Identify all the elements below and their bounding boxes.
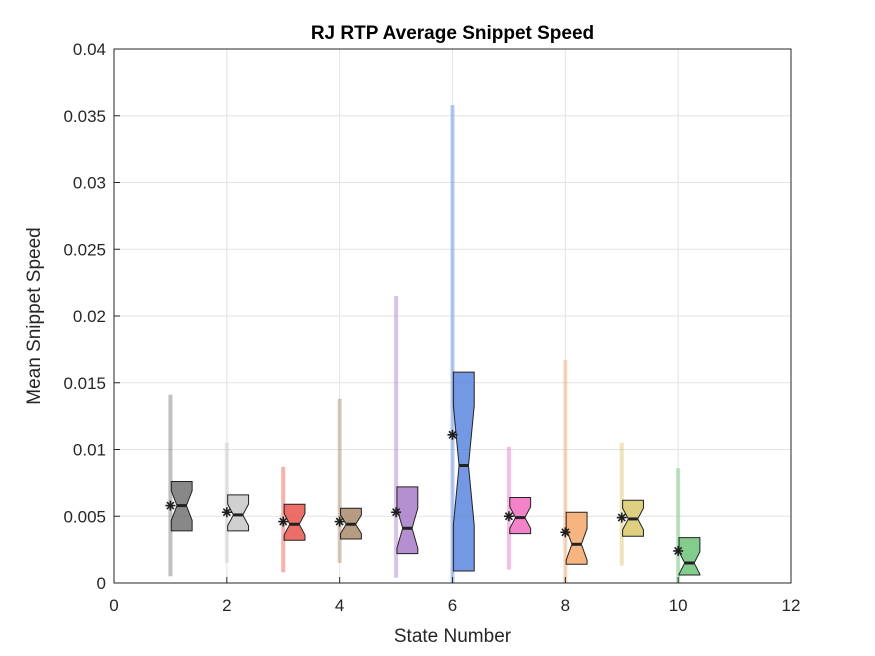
- y-tick-label: 0.01: [73, 441, 106, 460]
- grid-lines: [113, 48, 792, 584]
- y-tick-label: 0.03: [73, 174, 106, 193]
- whisker-bar: [224, 442, 229, 563]
- x-tick-label: 8: [561, 596, 570, 615]
- mean-marker-stroke: [222, 508, 231, 517]
- x-tick-label: 6: [448, 596, 457, 615]
- mean-marker-stroke: [279, 517, 288, 526]
- box-state-7: [503, 446, 532, 570]
- box-state-5: [391, 295, 419, 578]
- y-tick-label: 0.02: [73, 307, 106, 326]
- box-state-1: [165, 394, 193, 577]
- box-body: [678, 537, 701, 576]
- mean-marker: [673, 545, 684, 556]
- x-tick-label: 0: [109, 596, 118, 615]
- box-state-6: [447, 105, 475, 583]
- mean-marker: [278, 516, 289, 527]
- box-body: [227, 494, 250, 532]
- mean-marker-stroke: [617, 513, 626, 522]
- x-tick-label: 12: [782, 596, 801, 615]
- x-ticks: 0 2 4 6 8 10 12: [109, 577, 800, 615]
- box-state-8: [560, 360, 588, 583]
- mean-marker-stroke: [392, 508, 401, 517]
- y-tick-label: 0.025: [63, 240, 106, 259]
- mean-marker: [165, 500, 176, 511]
- mean-marker: [503, 511, 514, 522]
- box-body: [452, 371, 475, 572]
- y-tick-label: 0.04: [73, 40, 106, 59]
- y-tick-label: 0.015: [63, 374, 106, 393]
- whisker-bar: [619, 442, 624, 566]
- whisker-bar: [168, 394, 173, 577]
- mean-marker: [391, 507, 402, 518]
- mean-marker-stroke: [561, 528, 570, 537]
- x-tick-label: 4: [335, 596, 344, 615]
- box-state-4: [334, 398, 362, 563]
- mean-marker-stroke: [504, 512, 513, 521]
- mean-marker-stroke: [674, 546, 683, 556]
- mean-marker: [334, 516, 345, 527]
- y-tick-label: 0.005: [63, 507, 106, 526]
- whisker-bar: [676, 468, 681, 583]
- mean-marker: [616, 512, 627, 523]
- box-state-2: [221, 442, 250, 563]
- x-tick-label: 10: [669, 596, 688, 615]
- mean-marker-stroke: [448, 430, 457, 439]
- box-state-3: [278, 466, 306, 573]
- box-body: [509, 497, 532, 535]
- y-ticks: 0 0.005 0.01 0.015 0.02 0.025 0.03 0.035 0.04: [63, 40, 120, 593]
- whisker-bar: [450, 105, 455, 583]
- box-body: [283, 503, 306, 541]
- mean-marker: [447, 429, 458, 440]
- mean-marker: [560, 527, 571, 538]
- mean-marker: [221, 507, 232, 518]
- whisker-bar: [394, 295, 399, 578]
- mean-marker-stroke: [166, 501, 175, 510]
- y-tick-label: 0.035: [63, 107, 106, 126]
- whisker-bar: [506, 446, 511, 570]
- box-state-9: [616, 442, 644, 566]
- x-axis-label: State Number: [394, 626, 512, 647]
- box-body: [565, 511, 588, 565]
- box-state-10: [673, 468, 701, 583]
- mean-marker-stroke: [335, 517, 344, 526]
- x-tick-label: 2: [222, 596, 231, 615]
- box-series: [165, 105, 701, 583]
- y-axis-label: Mean Snippet Speed: [24, 227, 45, 404]
- whisker-bar: [563, 360, 568, 583]
- whisker-bar: [337, 398, 342, 563]
- box-body: [396, 486, 419, 555]
- y-tick-label: 0: [97, 574, 106, 593]
- chart-title: RJ RTP Average Snippet Speed: [311, 23, 594, 44]
